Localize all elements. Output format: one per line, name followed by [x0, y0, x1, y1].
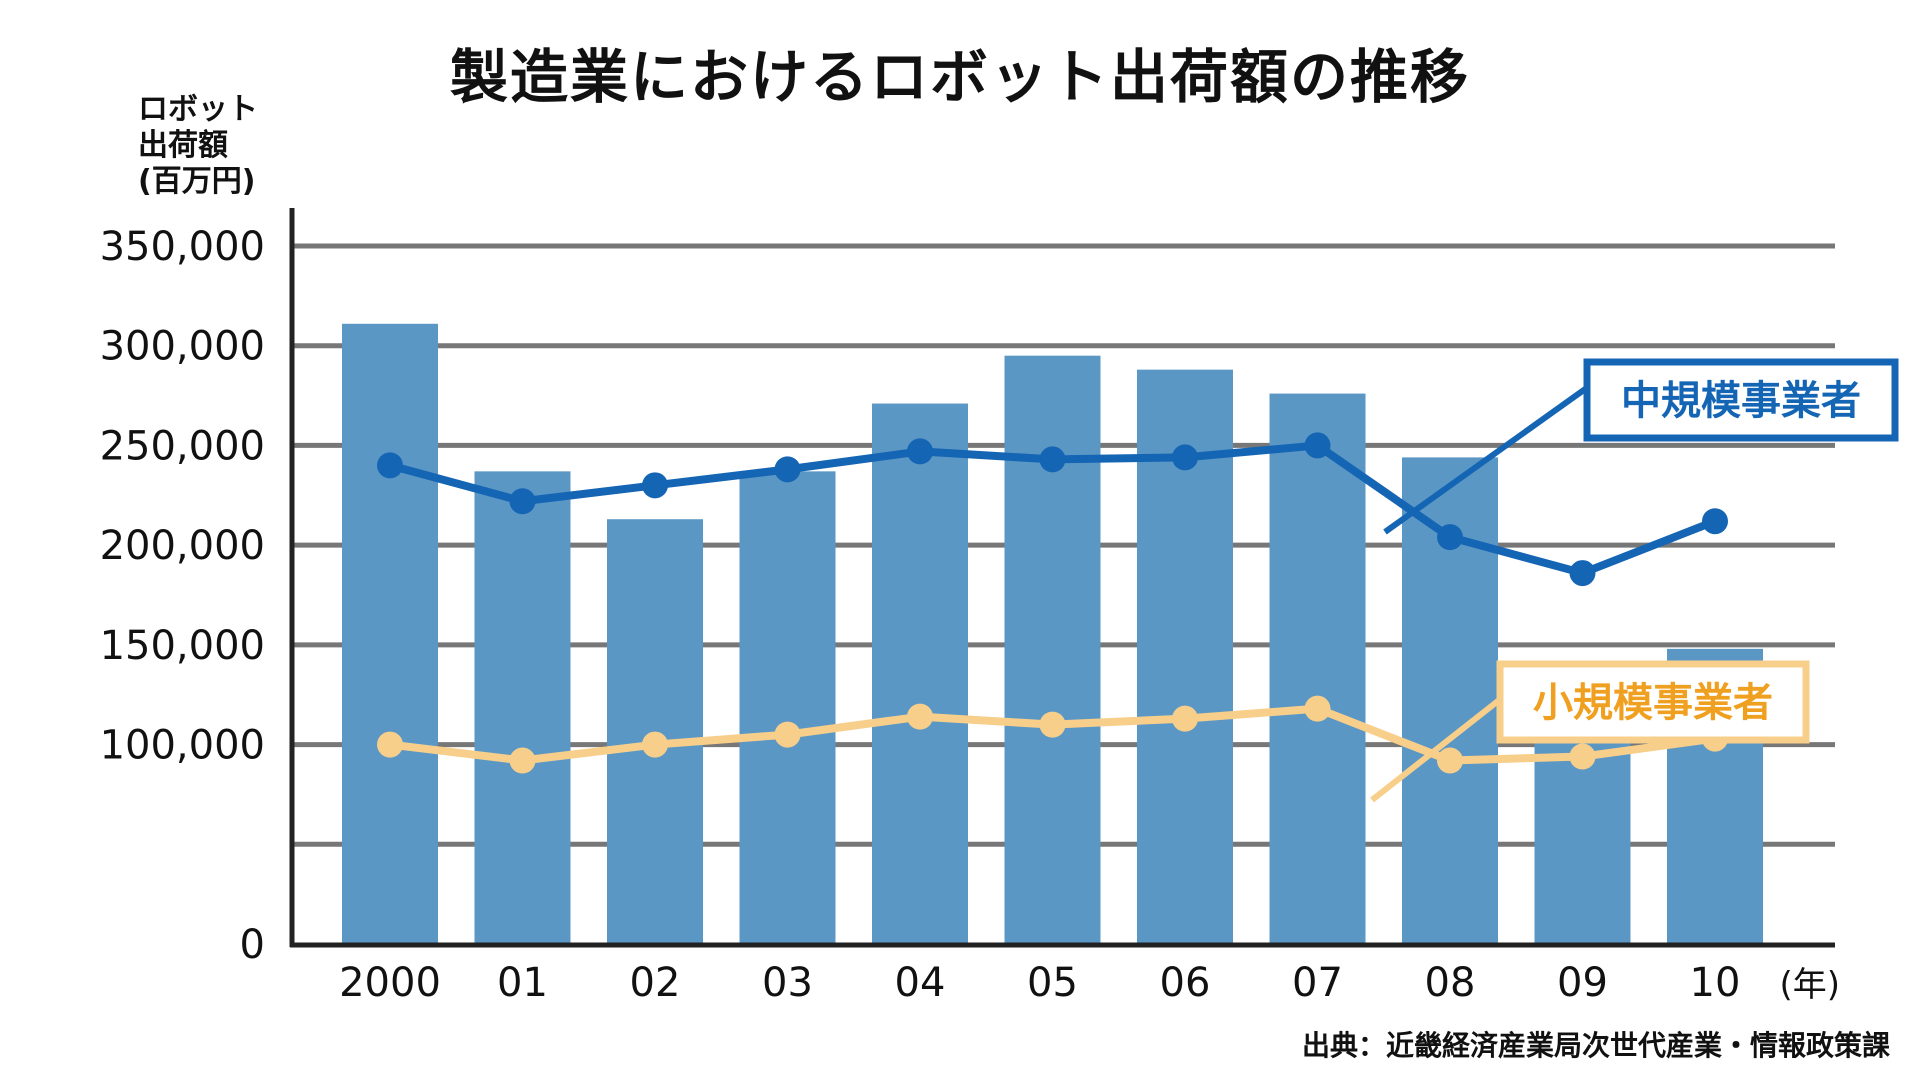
series-0-point-06 — [1172, 444, 1198, 471]
y-tick-label-0: 0 — [240, 922, 265, 968]
legend-box-mid — [1583, 358, 1899, 442]
bar-2000 — [342, 323, 438, 945]
series-0-point-01 — [509, 488, 536, 515]
series-1-point-09 — [1569, 743, 1596, 770]
series-0-point-04 — [907, 438, 933, 465]
legend-box-small — [1496, 660, 1810, 744]
y-tick-label-2: 150,000 — [100, 623, 265, 669]
x-tick-label-05: 05 — [1027, 960, 1078, 1006]
y-tick-label-1: 100,000 — [100, 723, 265, 769]
y-tick-label-6: 350,000 — [100, 224, 265, 270]
x-tick-label-10: 10 — [1690, 960, 1741, 1006]
series-0-point-05 — [1039, 446, 1066, 473]
legend-label-small: 小規模事業者 — [1533, 680, 1773, 726]
bar-07 — [1269, 393, 1366, 944]
series-1-point-2000 — [377, 731, 403, 758]
leader-line-mid — [1383, 379, 1597, 535]
chart-title: 製造業におけるロボット出荷額の推移 — [449, 43, 1470, 111]
leader-line-small — [1370, 687, 1514, 803]
x-tick-label-2000: 2000 — [339, 960, 441, 1006]
y-axis-label: ロボット 出荷額 (百万円) — [138, 92, 258, 200]
y-axis-label-line-2: 出荷額 — [138, 128, 228, 163]
series-1-point-07 — [1304, 695, 1331, 722]
series-1-point-06 — [1172, 705, 1198, 732]
series-1-point-02 — [642, 731, 668, 758]
series-0-point-10 — [1702, 508, 1728, 535]
x-tick-label-01: 01 — [497, 960, 548, 1006]
x-tick-label-04: 04 — [895, 960, 946, 1006]
series-0-point-02 — [642, 472, 668, 499]
x-tick-label-02: 02 — [630, 960, 681, 1006]
series-1-point-04 — [907, 703, 933, 730]
x-tick-label-09: 09 — [1557, 960, 1608, 1006]
series-0-point-07 — [1304, 432, 1331, 459]
legend-label-mid: 中規模事業者 — [1621, 378, 1861, 424]
bar-04 — [872, 403, 968, 944]
series-0-point-03 — [774, 456, 801, 483]
x-tick-label-03: 03 — [762, 960, 813, 1006]
series-1-point-08 — [1437, 747, 1463, 774]
x-tick-label-08: 08 — [1425, 960, 1476, 1006]
y-axis-label-line-1: ロボット — [138, 92, 258, 127]
series-1-point-01 — [509, 747, 536, 774]
series-1-point-05 — [1039, 711, 1066, 738]
y-axis-label-line-3: (百万円) — [138, 164, 256, 199]
series-0-point-2000 — [377, 452, 403, 479]
x-tick-label-06: 06 — [1160, 960, 1211, 1006]
bar-01 — [474, 471, 571, 944]
bar-05 — [1004, 355, 1101, 945]
series-0-point-09 — [1569, 560, 1596, 587]
y-tick-label-5: 300,000 — [100, 324, 265, 370]
series-0-point-08 — [1437, 524, 1463, 551]
bar-03 — [739, 471, 836, 944]
source-note: 出典：近畿経済産業局次世代産業・情報政策課 — [1301, 1029, 1890, 1062]
series-1-point-03 — [774, 721, 801, 748]
y-tick-label-3: 200,000 — [100, 523, 265, 569]
x-axis-unit: (年) — [1779, 965, 1840, 1005]
x-tick-label-07: 07 — [1292, 960, 1343, 1006]
y-tick-label-4: 250,000 — [100, 423, 265, 469]
